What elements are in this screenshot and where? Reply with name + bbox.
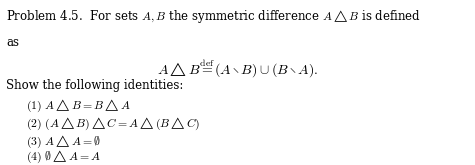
Text: Problem 4.5.  For sets $A, B$ the symmetric difference $A \triangle B$ is define: Problem 4.5. For sets $A, B$ the symmetr…: [6, 8, 421, 25]
Text: Show the following identities:: Show the following identities:: [6, 79, 183, 92]
Text: $(2)$ $(A \triangle B) \triangle C = A \triangle (B \triangle C)$: $(2)$ $(A \triangle B) \triangle C = A \…: [26, 115, 200, 132]
Text: $(4)$ $\emptyset \triangle A = A$: $(4)$ $\emptyset \triangle A = A$: [26, 148, 101, 165]
Text: $A \triangle B \overset{\mathrm{def}}{=} (A \setminus B) \cup (B \setminus A).$: $A \triangle B \overset{\mathrm{def}}{=}…: [157, 58, 318, 80]
Text: $(3)$ $A \triangle A = \emptyset$: $(3)$ $A \triangle A = \emptyset$: [26, 134, 101, 150]
Text: $(1)$ $A \triangle B = B \triangle A$: $(1)$ $A \triangle B = B \triangle A$: [26, 97, 131, 114]
Text: $(5)$ $A \cap (B \triangle C) = (A \cap B) \triangle (A \cap C)$: $(5)$ $A \cap (B \triangle C) = (A \cap …: [26, 163, 219, 165]
Text: as: as: [6, 36, 19, 49]
